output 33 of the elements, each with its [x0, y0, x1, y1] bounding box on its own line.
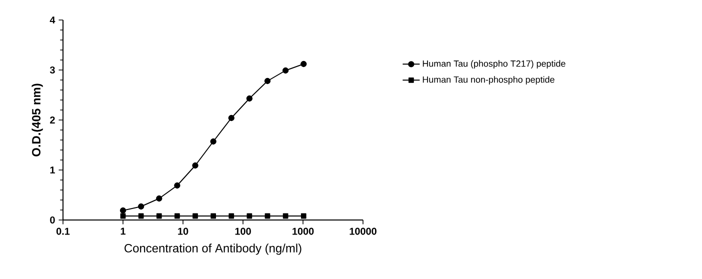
point — [192, 162, 198, 169]
point — [174, 182, 180, 189]
point — [210, 138, 216, 145]
point — [300, 60, 307, 68]
point — [246, 95, 253, 102]
point — [156, 195, 162, 202]
y-axis-title: O.D.(405 nm) — [32, 84, 43, 156]
y-tick-label: 2 — [50, 116, 55, 124]
point — [282, 67, 289, 74]
point — [228, 213, 234, 219]
y-tick-label: 1 — [50, 166, 55, 174]
point — [300, 213, 306, 219]
point — [228, 114, 234, 122]
x-tick-label: 1000 — [292, 228, 314, 235]
legend-label: Human Tau (phospho T217) peptide — [422, 60, 566, 69]
x-tick-label: 1 — [120, 228, 126, 235]
point — [174, 213, 180, 219]
point — [210, 213, 216, 219]
x-tick-label: 0.1 — [56, 228, 70, 235]
point — [156, 213, 162, 219]
y-tick-label: 0 — [50, 216, 55, 224]
legend-label: Human Tau non-phospho peptide — [422, 76, 554, 85]
point — [120, 207, 126, 214]
x-tick-label: 10 — [178, 228, 188, 235]
point — [192, 213, 198, 219]
y-tick-label: 3 — [50, 66, 55, 74]
point — [138, 203, 144, 210]
x-tick-label: 100 — [235, 228, 251, 235]
x-axis-title: Concentration of Antibody (ng/ml) — [124, 244, 302, 255]
point — [246, 213, 252, 219]
point — [264, 78, 271, 84]
x-tick-label: 10000 — [350, 228, 376, 235]
y-tick-label: 4 — [50, 16, 56, 24]
